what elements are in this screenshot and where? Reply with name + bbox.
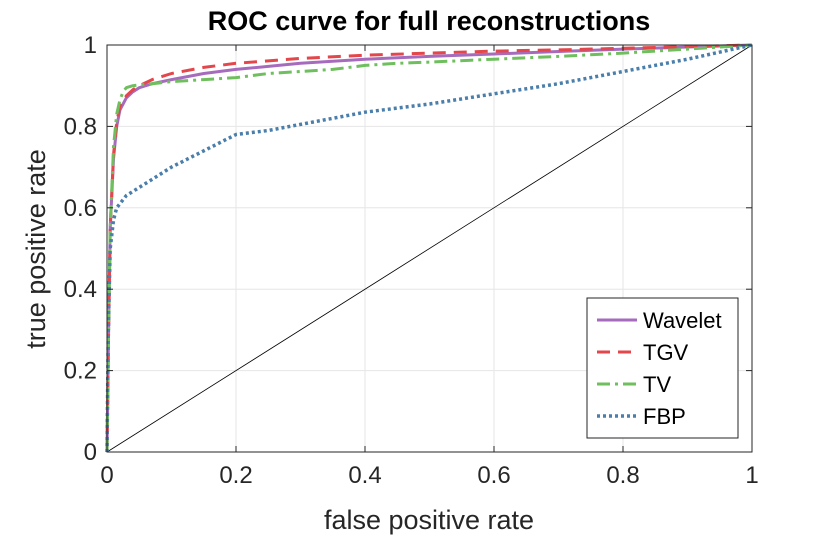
x-tick-label: 0.2 bbox=[219, 462, 252, 489]
y-tick-label: 0.8 bbox=[64, 113, 97, 140]
x-axis-label: false positive rate bbox=[324, 505, 534, 535]
y-tick-label: 0.6 bbox=[64, 195, 97, 222]
x-tick-label: 0.6 bbox=[477, 462, 510, 489]
series-line-fbp bbox=[105, 43, 753, 453]
y-tick-label: 0 bbox=[84, 439, 97, 466]
axes-frame bbox=[106, 44, 753, 453]
y-axis-label: true positive rate bbox=[21, 149, 51, 349]
legend-label-tgv: TGV bbox=[643, 340, 689, 365]
legend-label-wavelet: Wavelet bbox=[643, 308, 722, 333]
y-tick-label: 1 bbox=[84, 32, 97, 59]
x-tick-label: 1 bbox=[745, 462, 758, 489]
legend-label-tv: TV bbox=[643, 372, 671, 397]
reference-diagonal bbox=[106, 44, 753, 453]
y-tick-label: 0.4 bbox=[64, 276, 97, 303]
reference-diagonal-line bbox=[106, 44, 753, 453]
tick-labels: 0 0.2 0.4 0.6 0.8 1 0 0.2 0.4 0.6 0.8 1 bbox=[64, 32, 759, 489]
x-tick-label: 0.4 bbox=[348, 462, 381, 489]
legend: Wavelet TGV TV FBP bbox=[586, 297, 739, 439]
series-lines bbox=[105, 43, 753, 453]
legend-label-fbp: FBP bbox=[643, 404, 686, 429]
chart-title: ROC curve for full reconstructions bbox=[208, 6, 651, 36]
x-tick-label: 0 bbox=[100, 462, 113, 489]
series-line-tgv bbox=[105, 43, 753, 453]
x-tick-label: 0.8 bbox=[606, 462, 639, 489]
series-line-tv bbox=[105, 43, 753, 453]
y-tick-label: 0.2 bbox=[64, 358, 97, 385]
